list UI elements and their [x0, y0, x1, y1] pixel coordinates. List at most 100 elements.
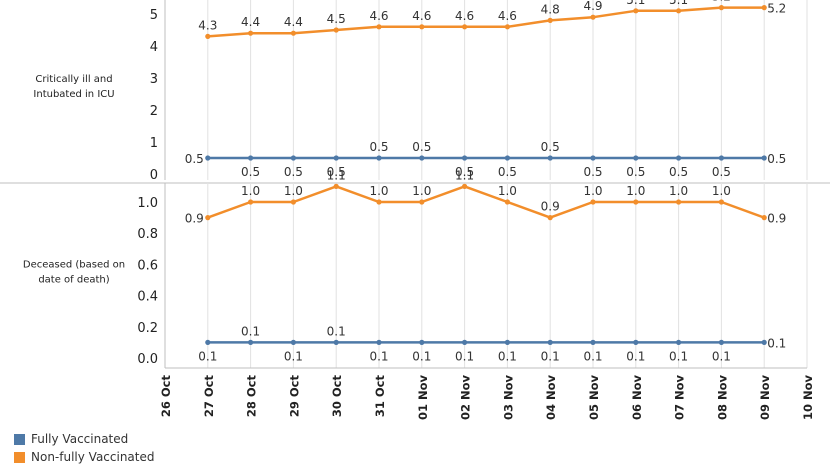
data-label: 0.5: [583, 165, 602, 179]
data-point-non-fully: [290, 30, 296, 36]
data-label: 4.6: [369, 9, 388, 23]
data-point-non-fully: [718, 199, 725, 205]
data-label: 1.0: [284, 184, 303, 198]
y-tick-label: 1.0: [137, 196, 158, 211]
data-point-non-fully: [462, 24, 468, 30]
data-label: 5.1: [669, 0, 688, 7]
data-label: 0.5: [412, 140, 431, 154]
data-point-fully: [504, 339, 510, 345]
data-point-non-fully: [333, 27, 339, 33]
legend-swatch-fully: [14, 433, 25, 445]
data-label: 0.5: [498, 165, 517, 179]
data-point-non-fully: [462, 183, 468, 189]
data-point-fully: [419, 339, 425, 345]
data-point-fully: [333, 339, 339, 345]
data-label: 0.9: [185, 212, 204, 226]
y-tick-label: 3: [150, 72, 158, 87]
legend-item-non-fully-vaccinated: Non-fully Vaccinated: [14, 450, 155, 464]
x-tick-label: 27 Oct: [202, 375, 216, 418]
data-point-fully: [590, 155, 596, 161]
data-label: 0.1: [327, 324, 346, 338]
data-label: 5.2: [767, 2, 786, 16]
data-point-non-fully: [504, 24, 510, 30]
data-point-fully: [761, 155, 767, 161]
data-point-non-fully: [590, 14, 596, 20]
y-tick-label: 0.6: [137, 258, 158, 273]
y-tick-label: 0.2: [137, 321, 158, 336]
data-point-non-fully: [504, 199, 510, 205]
data-label: 1.1: [327, 168, 346, 182]
data-label: 0.5: [541, 140, 560, 154]
data-label: 0.5: [455, 165, 474, 179]
legend-item-fully-vaccinated: Fully Vaccinated: [14, 432, 128, 446]
x-tick-label: 06 Nov: [630, 374, 644, 420]
x-tick-label: 07 Nov: [673, 374, 687, 420]
data-label: 0.9: [767, 212, 786, 226]
data-label: 0.1: [455, 349, 474, 363]
data-label: 4.3: [198, 18, 217, 32]
y-tick-label: 5: [150, 8, 158, 23]
data-point-non-fully: [205, 215, 211, 221]
data-label: 0.5: [669, 165, 688, 179]
data-label: 0.5: [369, 140, 388, 154]
data-label: 0.1: [541, 349, 560, 363]
data-label: 4.6: [455, 9, 474, 23]
data-point-fully: [504, 155, 510, 161]
y-axis-label: Intubated in ICU: [33, 89, 114, 100]
series-line-non-fully-vaccinated: [207, 185, 765, 219]
x-tick-label: 30 Oct: [330, 375, 344, 418]
data-label: 0.1: [669, 349, 688, 363]
data-label: 0.5: [327, 165, 346, 179]
data-label: 5.1: [626, 0, 645, 7]
data-label: 4.5: [327, 12, 346, 26]
data-label: 4.4: [241, 15, 260, 29]
legend-swatch-non-fully: [14, 451, 25, 463]
data-label: 0.5: [626, 165, 645, 179]
data-label: 0.9: [541, 200, 560, 214]
data-label: 1.0: [626, 184, 645, 198]
data-point-non-fully: [590, 199, 596, 205]
data-point-non-fully: [333, 183, 339, 189]
data-label: 4.6: [412, 9, 431, 23]
data-point-non-fully: [376, 24, 382, 30]
data-point-fully: [248, 339, 254, 345]
data-point-fully: [547, 155, 553, 161]
chart: 0 1 2 3 4 5 Critically ill and Intubated in ICU…: [0, 0, 830, 420]
x-tick-label: 02 Nov: [459, 374, 473, 420]
series-line-non-fully-vaccinated: [207, 6, 765, 38]
data-label: 0.1: [412, 349, 431, 363]
x-tick-label: 31 Oct: [373, 375, 387, 418]
data-point-fully: [333, 155, 339, 161]
data-point-non-fully: [676, 199, 682, 205]
data-point-fully: [676, 339, 682, 345]
legend-label-fully: Fully Vaccinated: [31, 432, 129, 446]
y-axis-label: Deceased (based on: [23, 260, 125, 271]
data-point-fully: [205, 155, 211, 161]
data-point-non-fully: [676, 8, 682, 14]
data-point-fully: [761, 339, 767, 345]
x-tick-label: 08 Nov: [715, 374, 729, 420]
y-tick-label: 0.0: [137, 352, 158, 367]
x-tick-label: 29 Oct: [287, 375, 301, 418]
y-tick-label: 1: [150, 136, 158, 151]
data-point-fully: [290, 339, 296, 345]
data-point-fully: [376, 155, 382, 161]
data-label: 1.0: [498, 184, 517, 198]
data-point-fully: [633, 339, 639, 345]
data-point-non-fully: [248, 30, 254, 36]
y-tick-label: 2: [150, 104, 158, 119]
data-point-fully: [633, 155, 639, 161]
data-label: 0.1: [369, 349, 388, 363]
data-label: 1.0: [583, 184, 602, 198]
x-tick-label: 01 Nov: [416, 374, 430, 420]
data-point-fully: [462, 155, 468, 161]
y-tick-label: 4: [150, 40, 158, 55]
data-point-fully: [462, 339, 468, 345]
data-label: 4.8: [541, 2, 560, 16]
data-point-fully: [419, 155, 425, 161]
data-label: 4.6: [498, 9, 517, 23]
y-tick-label: 0.8: [137, 227, 158, 242]
data-point-non-fully: [419, 199, 425, 205]
data-point-non-fully: [761, 5, 767, 11]
x-tick-label: 03 Nov: [501, 374, 515, 420]
